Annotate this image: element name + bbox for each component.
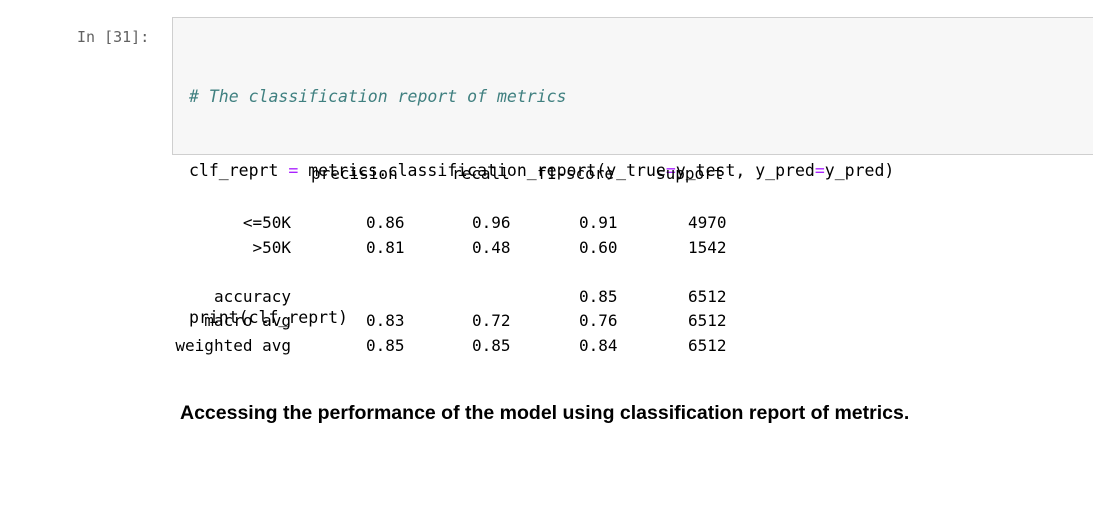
report-blank-row: [160, 187, 199, 212]
row-recall: 0.72: [472, 311, 511, 330]
caption-text: Accessing the performance of the model u…: [180, 402, 910, 424]
code-input-area[interactable]: # The classification report of metrics c…: [172, 17, 1093, 327]
row-f1: 0.84: [579, 335, 618, 355]
header-support: support: [656, 164, 724, 183]
report-header-row: precision recall f1-score support: [160, 162, 723, 187]
row-f1: 0.91: [579, 213, 618, 232]
row-support: 4970: [688, 213, 727, 232]
row-label: <=50K: [242, 213, 291, 232]
row-f1: 0.60: [579, 237, 618, 257]
row-label: macro avg: [204, 311, 291, 330]
row-support: 6512: [688, 335, 727, 355]
input-prompt: In [31]:: [77, 28, 150, 46]
code-editor[interactable]: # The classification report of metrics c…: [189, 36, 894, 379]
row-f1: 0.76: [579, 311, 618, 330]
code-line-blank: [189, 232, 894, 257]
row-label: weighted avg: [175, 335, 291, 355]
code-operator-kw1: =: [665, 160, 676, 180]
header-precision: precision: [311, 164, 398, 183]
code-line-comment: # The classification report of metrics: [189, 85, 894, 110]
row-precision: 0.83: [366, 311, 405, 330]
code-end: y_pred): [824, 160, 895, 180]
code-line-assign: clf_reprt = metrics.classification_repor…: [189, 159, 894, 184]
row-label: >50K: [252, 237, 291, 257]
code-line-print: print(clf_reprt): [189, 306, 894, 331]
report-row: accuracy 0.85 6512: [160, 285, 727, 310]
code-operator-kw2: =: [814, 160, 825, 180]
row-support: 1542: [688, 237, 727, 257]
report-row: macro avg 0.83 0.72 0.76 6512: [160, 309, 726, 334]
code-var: clf_reprt: [189, 160, 279, 180]
row-precision: 0.85: [366, 335, 405, 355]
header-f1-score: f1-score: [537, 164, 615, 183]
row-label: accuracy: [213, 286, 291, 306]
report-row: <=50K 0.86 0.96 0.91 4970: [160, 211, 727, 236]
row-recall: 0.96: [472, 213, 511, 232]
row-precision: 0.81: [366, 237, 405, 257]
row-support: 6512: [688, 286, 727, 306]
report-row: >50K 0.81 0.48 0.60 1542: [160, 236, 726, 261]
cell-output: precision recall f1-score support <=50K …: [160, 162, 727, 359]
header-recall: recall: [452, 164, 510, 183]
row-support: 6512: [688, 311, 727, 330]
row-recall: 0.85: [472, 335, 511, 355]
code-comment: # The classification report of metrics: [189, 87, 567, 106]
row-precision: 0.86: [366, 213, 405, 232]
report-row: weighted avg 0.85 0.85 0.84 6512: [160, 334, 726, 359]
report-blank-row: [160, 260, 199, 285]
code-operator: =: [288, 160, 299, 180]
code-call: metrics.classification_report(y_true: [308, 160, 666, 180]
code-arg: y_test, y_pred: [675, 160, 815, 180]
row-recall: 0.48: [472, 237, 511, 257]
code-print: print(clf_reprt): [189, 307, 348, 327]
row-f1: 0.85: [579, 286, 618, 306]
